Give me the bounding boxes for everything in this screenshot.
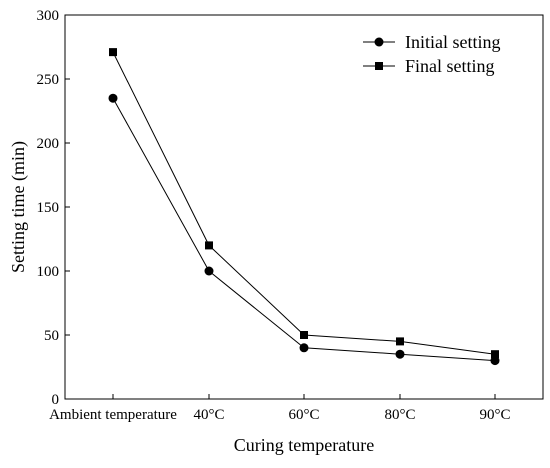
initial-setting-point	[108, 93, 118, 103]
y-tick-label: 300	[37, 8, 60, 24]
initial-setting-point	[395, 349, 405, 359]
legend-label-final: Final setting	[405, 56, 495, 76]
final-setting-point	[300, 331, 308, 339]
y-tick-label: 50	[44, 328, 59, 344]
series-line-initial-setting	[112, 97, 496, 362]
legend-marker-final	[375, 62, 383, 70]
initial-setting-point	[204, 266, 214, 276]
y-tick-label: 0	[52, 392, 60, 408]
series-line-final-setting	[112, 51, 496, 355]
final-setting-point	[396, 337, 404, 346]
y-axis-title: Setting time (min)	[8, 141, 29, 273]
x-tick-label: Ambient temperature	[49, 407, 177, 423]
initial-setting-point	[490, 356, 500, 366]
series-layer	[108, 48, 500, 366]
x-tick-label: 40°C	[193, 407, 224, 423]
final-setting-point	[109, 48, 117, 57]
y-tick-label: 100	[37, 264, 60, 280]
x-axis: Ambient temperature 40°C 60°C 80°C 90°C	[49, 394, 511, 423]
y-tick-label: 200	[37, 136, 60, 152]
y-axis: 0 50 100 150 200 250 300	[37, 8, 70, 408]
final-setting-point	[205, 241, 213, 250]
legend-marker-initial	[374, 37, 384, 47]
legend-label-initial: Initial setting	[405, 32, 500, 52]
x-tick-label: 90°C	[479, 407, 510, 423]
initial-setting-point	[299, 343, 309, 353]
legend: Initial setting Final setting	[363, 32, 500, 76]
x-tick-label: 60°C	[288, 407, 319, 423]
y-tick-label: 250	[37, 72, 60, 88]
x-axis-title: Curing temperature	[234, 435, 374, 455]
final-setting-point	[491, 350, 499, 359]
y-tick-label: 150	[37, 200, 60, 216]
x-tick-label: 80°C	[384, 407, 415, 423]
